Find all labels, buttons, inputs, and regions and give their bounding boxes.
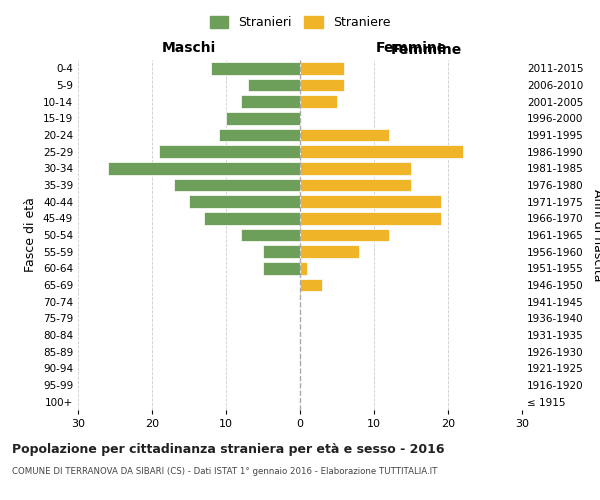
Bar bbox=[300, 146, 463, 158]
Bar bbox=[300, 62, 344, 74]
Bar bbox=[204, 212, 300, 224]
Y-axis label: Anni di nascita: Anni di nascita bbox=[590, 188, 600, 281]
Bar bbox=[241, 229, 300, 241]
Text: Femmine: Femmine bbox=[391, 42, 462, 56]
Bar bbox=[300, 229, 389, 241]
Bar bbox=[263, 262, 300, 274]
Bar bbox=[300, 128, 389, 141]
Bar bbox=[300, 262, 307, 274]
Y-axis label: Fasce di età: Fasce di età bbox=[25, 198, 37, 272]
Bar bbox=[300, 212, 440, 224]
Bar bbox=[160, 146, 300, 158]
Bar bbox=[300, 246, 359, 258]
Bar bbox=[218, 128, 300, 141]
Bar bbox=[300, 196, 440, 208]
Bar bbox=[241, 96, 300, 108]
Text: Femmine: Femmine bbox=[376, 41, 446, 54]
Bar bbox=[107, 162, 300, 174]
Bar bbox=[174, 179, 300, 191]
Bar bbox=[189, 196, 300, 208]
Bar bbox=[300, 279, 322, 291]
Bar bbox=[211, 62, 300, 74]
Text: COMUNE DI TERRANOVA DA SIBARI (CS) - Dati ISTAT 1° gennaio 2016 - Elaborazione T: COMUNE DI TERRANOVA DA SIBARI (CS) - Dat… bbox=[12, 468, 437, 476]
Bar bbox=[300, 179, 411, 191]
Bar bbox=[248, 78, 300, 91]
Text: Maschi: Maschi bbox=[162, 41, 216, 54]
Bar bbox=[300, 78, 344, 91]
Bar bbox=[300, 96, 337, 108]
Bar bbox=[263, 246, 300, 258]
Bar bbox=[226, 112, 300, 124]
Bar bbox=[300, 162, 411, 174]
Text: Popolazione per cittadinanza straniera per età e sesso - 2016: Popolazione per cittadinanza straniera p… bbox=[12, 442, 445, 456]
Legend: Stranieri, Straniere: Stranieri, Straniere bbox=[205, 11, 395, 34]
